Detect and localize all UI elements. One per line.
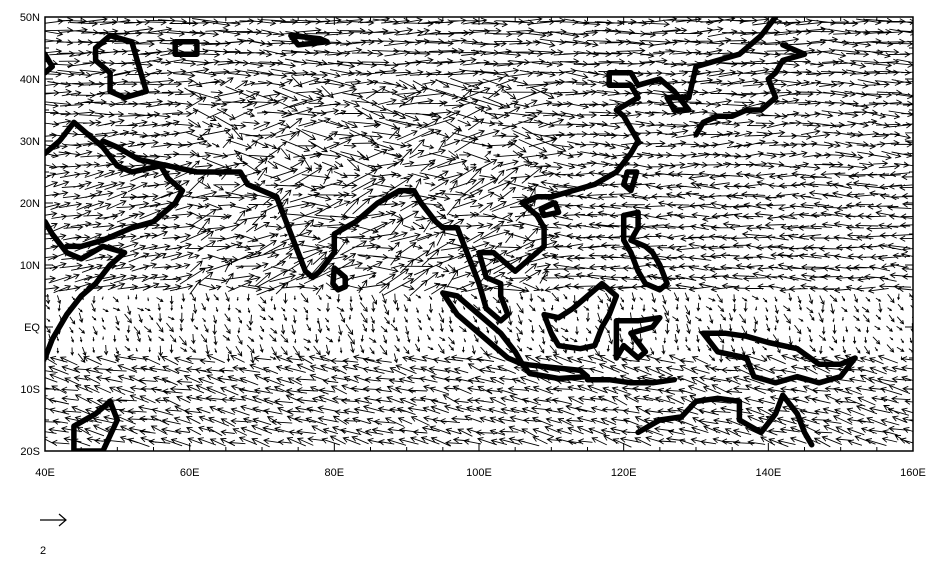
coastline-philippines xyxy=(620,209,670,293)
lon-label: 80E xyxy=(325,467,345,479)
lat-label: 10S xyxy=(20,384,40,396)
lon-label: 100E xyxy=(466,467,492,479)
coastline-lesser-sunda xyxy=(584,376,678,386)
coastline-hainan xyxy=(538,200,562,219)
coastline-africa-arabia-east xyxy=(45,218,128,361)
lon-label: 140E xyxy=(755,467,781,479)
coastline-sri-lanka xyxy=(330,265,348,293)
coastline-borneo xyxy=(541,280,620,352)
lat-label: 30N xyxy=(20,136,40,148)
coastline-iran-pakistan-coast xyxy=(100,138,280,200)
coastline-new-guinea xyxy=(700,330,858,386)
coastline-sulawesi xyxy=(613,314,663,361)
lat-label: 20N xyxy=(20,198,40,210)
lat-label: 50N xyxy=(20,12,40,24)
lon-label: 60E xyxy=(180,467,200,479)
coastline-caspian xyxy=(92,32,150,101)
coastline-taiwan xyxy=(620,169,640,194)
axis-labels: 50N 40N 30N 20N 10N EQ 10S 20S 40E 60E 80E 100E 120E… xyxy=(20,12,926,479)
coastline-java xyxy=(519,361,591,382)
lon-label: 120E xyxy=(611,467,637,479)
coastline-balkhash xyxy=(288,32,330,48)
coastline-aral xyxy=(172,39,200,57)
reference-arrow-head xyxy=(58,513,67,527)
coastline-australia-north xyxy=(635,392,815,448)
coastline-india xyxy=(273,17,779,324)
lat-label: EQ xyxy=(24,322,40,334)
coastline-madagascar xyxy=(71,398,121,451)
reference-vector-label: 2 xyxy=(40,545,46,557)
coastlines xyxy=(45,17,858,451)
coastline-black-sea xyxy=(45,51,55,76)
lat-label: 40N xyxy=(20,74,40,86)
reference-vector: 2 xyxy=(40,513,67,557)
lon-label: 160E xyxy=(900,467,926,479)
lon-label: 40E xyxy=(35,467,55,479)
coastline-arabia xyxy=(45,119,186,250)
coastline-japan xyxy=(693,42,808,138)
axis-ticks xyxy=(44,16,914,452)
lat-label: 20S xyxy=(20,446,40,458)
lat-label: 10N xyxy=(20,260,40,272)
wind-vectors xyxy=(45,17,913,448)
wind-arrows xyxy=(45,17,913,448)
